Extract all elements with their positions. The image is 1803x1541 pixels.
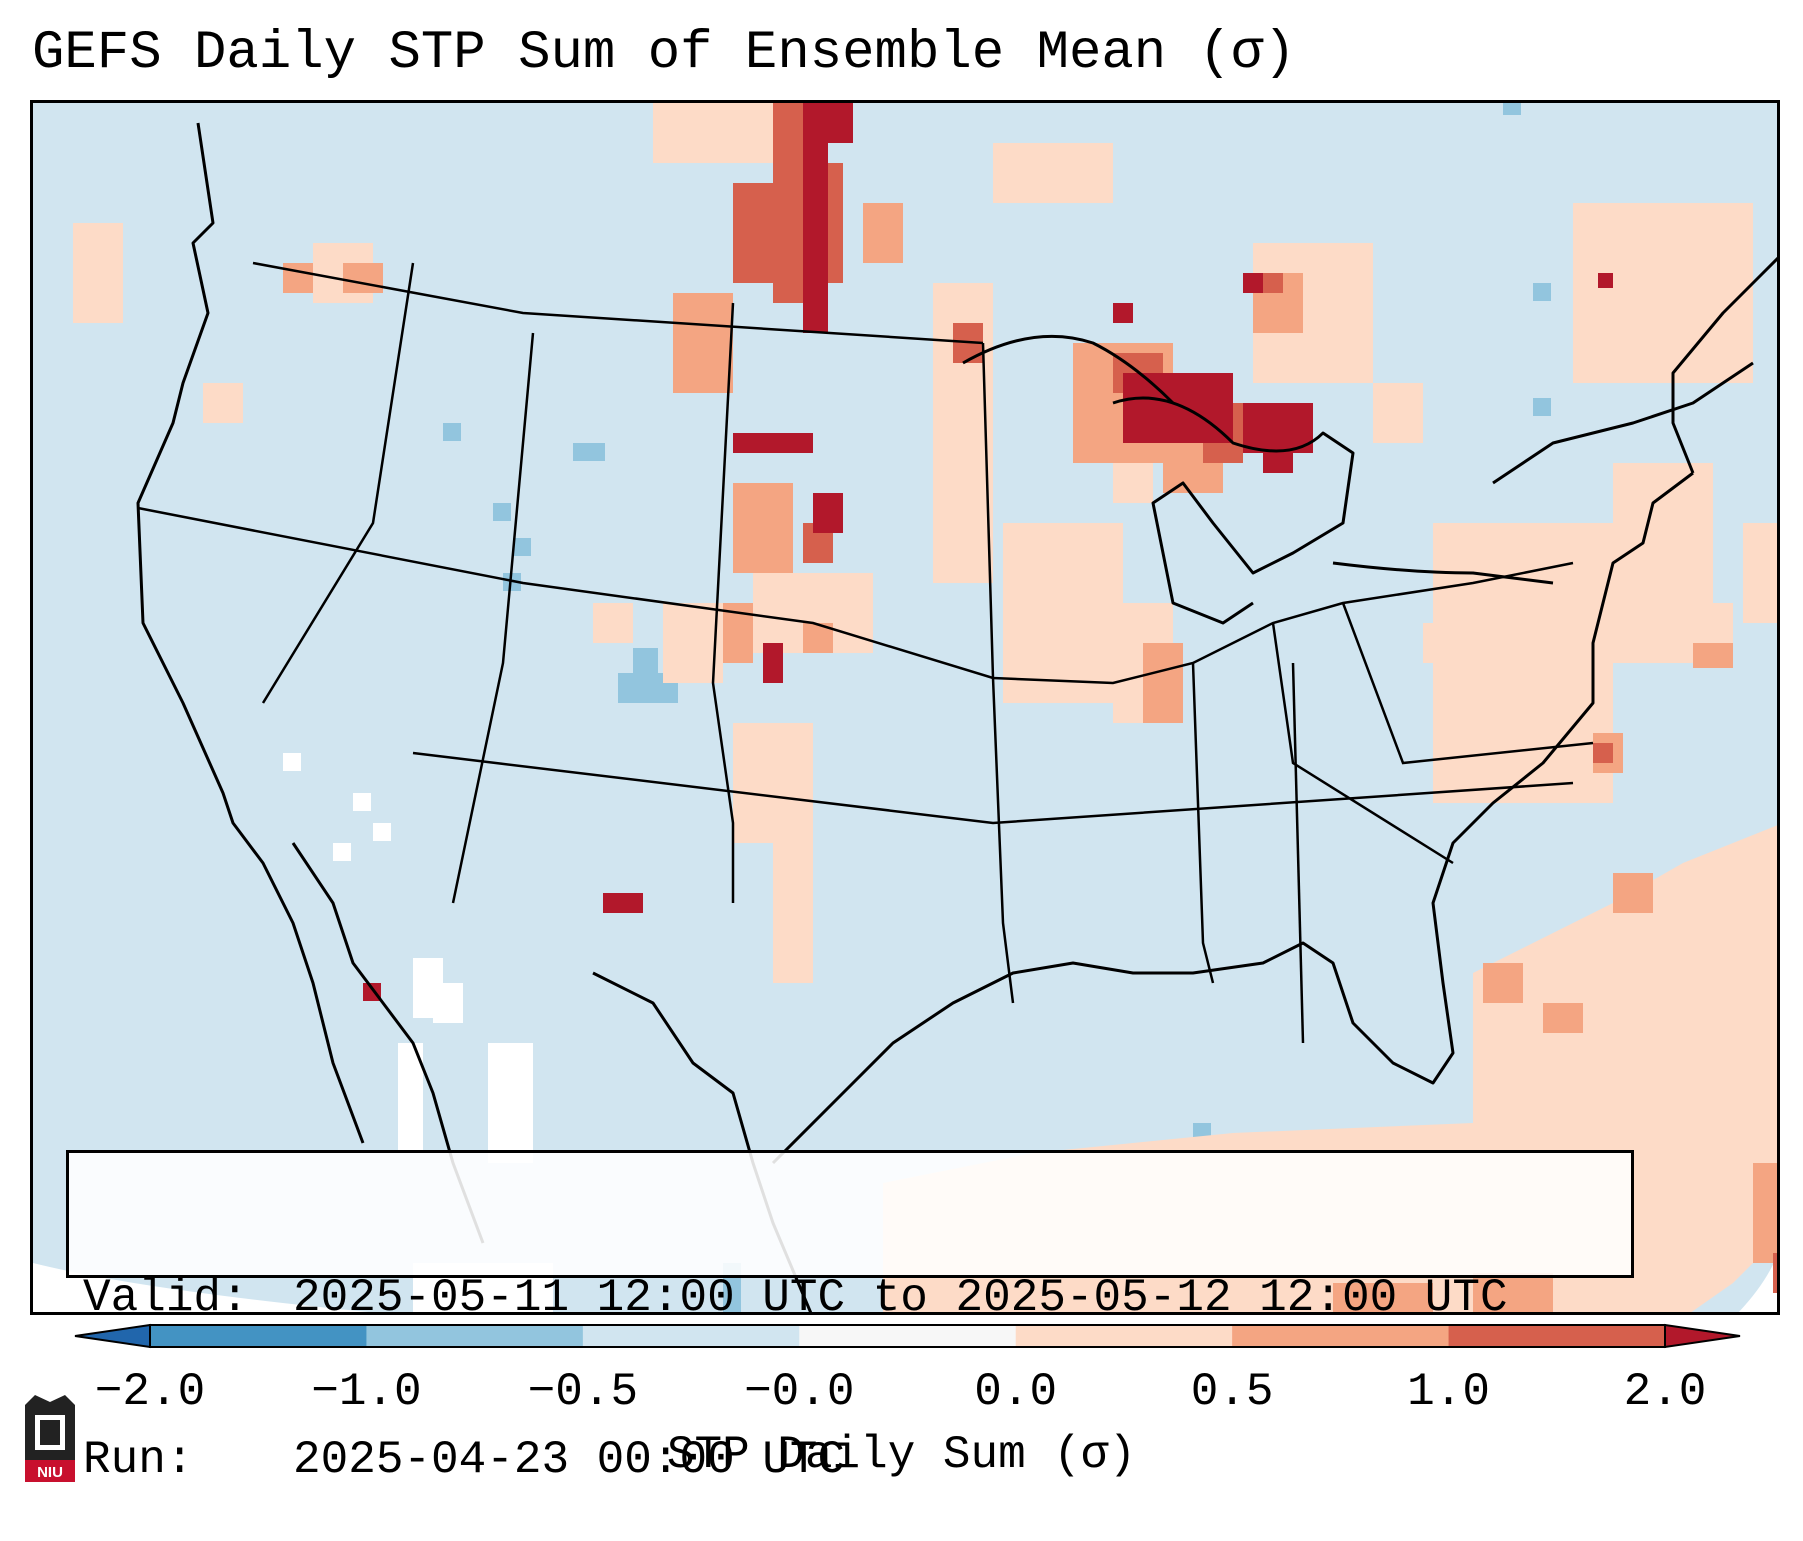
colorbar-segment [150, 1325, 367, 1347]
projection-domain [33, 103, 1777, 1312]
colorbar-tick-label: −1.0 [311, 1366, 422, 1418]
colorbar-tick-label: 2.0 [1623, 1366, 1707, 1418]
moderate-positive-field [283, 203, 1777, 1312]
colorbar-tick-label: −2.0 [94, 1366, 206, 1418]
valid-time-box: Valid: 2025-05-11 12:00 UTC to 2025-05-12… [66, 1150, 1634, 1486]
colorbar-tick-label: 0.5 [1190, 1366, 1274, 1418]
valid-label: Valid: [83, 1272, 249, 1324]
map-panel [30, 100, 1780, 1315]
colorbar-segment [799, 1325, 1017, 1347]
svg-text:NIU: NIU [37, 1464, 63, 1481]
run-label: Run: [83, 1434, 194, 1486]
valid-value: 2025-05-11 12:00 UTC to 2025-05-12 12:00… [293, 1272, 1508, 1324]
colorbar-segment [366, 1325, 584, 1347]
colorbar-under-arrow [74, 1323, 151, 1349]
colorbar [74, 1323, 1741, 1349]
run-value: 2025-04-23 00:00 UTC [293, 1434, 846, 1486]
colorbar-segment [1232, 1325, 1450, 1347]
colorbar-over-arrow [1664, 1323, 1741, 1349]
colorbar-tick-label: −0.5 [527, 1366, 639, 1418]
state-borders [137, 261, 1594, 1044]
colorbar-tick-label: −0.0 [744, 1366, 855, 1418]
colorbar-segment [1015, 1325, 1233, 1347]
colorbar-segment [1448, 1325, 1666, 1347]
chart-title: GEFS Daily STP Sum of Ensemble Mean (σ) [32, 23, 1296, 84]
colorbar-label: STP Daily Sum (σ) [666, 1429, 1137, 1481]
colorbar-segment [582, 1325, 800, 1347]
extreme-positive-field [363, 103, 1613, 1001]
niu-logo: NIU [25, 1395, 75, 1482]
colorbar-tick-label: 0.0 [974, 1366, 1058, 1418]
colorbar-tick-label: 1.0 [1407, 1366, 1490, 1418]
map-canvas [33, 103, 1777, 1312]
